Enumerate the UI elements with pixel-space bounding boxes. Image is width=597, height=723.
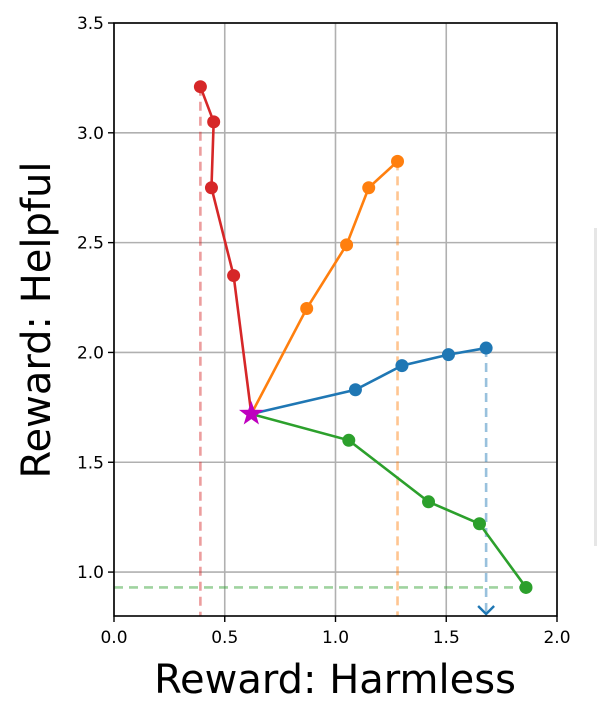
marker-group	[193, 80, 533, 594]
data-point	[207, 115, 221, 129]
y-axis-title: Reward: Helpful	[14, 162, 60, 479]
data-point	[472, 517, 486, 531]
data-point	[395, 359, 409, 373]
data-point	[479, 341, 493, 355]
series-line	[250, 160, 399, 415]
ticks: 0.0 0.5 1.0 1.5 2.0 1.0 1.5 2.0 2.5 3.0 3.5	[77, 14, 571, 648]
x-tick-label: 2.0	[543, 628, 570, 648]
series-line	[199, 86, 253, 415]
data-point	[422, 495, 436, 509]
data-point	[204, 181, 218, 195]
data-point	[340, 238, 354, 252]
y-tick-label: 3.0	[77, 124, 104, 144]
data-point	[193, 80, 207, 94]
y-tick-label: 1.0	[77, 563, 104, 583]
y-tick-label: 2.0	[77, 343, 104, 363]
series-line	[250, 412, 528, 589]
data-point	[342, 433, 356, 447]
guide-arrow-head	[477, 605, 495, 616]
x-tick-label: 1.5	[433, 628, 460, 648]
data-point	[391, 154, 405, 168]
x-tick-label: 0.5	[211, 628, 238, 648]
guide-lines	[114, 86, 526, 616]
series-group	[199, 86, 528, 589]
y-tick-label: 2.5	[77, 234, 104, 254]
data-point	[441, 348, 455, 362]
cropped-edge	[594, 228, 597, 546]
data-point	[227, 269, 241, 283]
origin-star-marker	[238, 400, 264, 425]
grid	[113, 22, 558, 616]
y-tick-label: 1.5	[77, 453, 104, 473]
x-tick-label: 1.0	[322, 628, 349, 648]
data-point	[300, 302, 314, 316]
x-tick-label: 0.0	[100, 628, 127, 648]
data-point	[519, 580, 533, 594]
y-tick-label: 3.5	[77, 14, 104, 34]
data-point	[348, 383, 362, 397]
x-axis-title: Reward: Harmless	[154, 657, 516, 703]
data-point	[362, 181, 376, 195]
